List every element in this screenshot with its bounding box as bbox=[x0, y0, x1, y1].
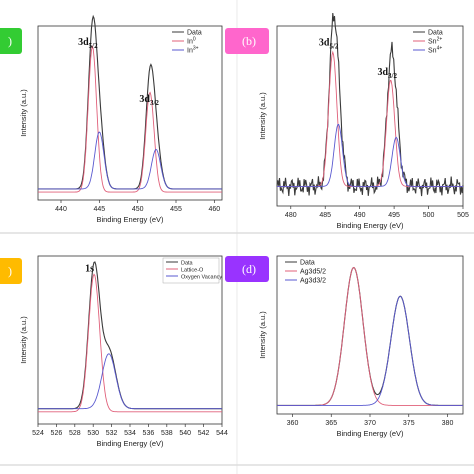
x-axis-label: Binding Energy (eV) bbox=[336, 221, 404, 230]
x-tick-label: 500 bbox=[423, 212, 435, 219]
x-tick-label: 526 bbox=[51, 430, 63, 437]
series-line-in3- bbox=[38, 131, 222, 190]
peak-label: 3d3/2 bbox=[377, 67, 397, 80]
x-tick-label: 530 bbox=[87, 430, 99, 437]
x-tick-label: 480 bbox=[285, 212, 297, 219]
x-tick-label: 370 bbox=[364, 420, 376, 427]
panel-badge-label: (b) bbox=[242, 34, 256, 48]
x-tick-label: 460 bbox=[208, 206, 220, 213]
legend-entry: Ag3d3/2 bbox=[300, 278, 326, 285]
x-tick-label: 534 bbox=[124, 430, 136, 437]
x-tick-label: 445 bbox=[93, 206, 105, 213]
x-axis-label: Binding Energy (eV) bbox=[96, 215, 164, 224]
x-tick-label: 524 bbox=[32, 430, 44, 437]
x-tick-label: 528 bbox=[69, 430, 81, 437]
plot-frame bbox=[276, 25, 464, 207]
panel-badge-label: ) bbox=[8, 34, 12, 48]
y-axis-label: Intensity (a.u.) bbox=[19, 89, 28, 137]
x-tick-label: 536 bbox=[143, 430, 155, 437]
panel-d: (d) 360 365 370 375 380 Binding Energy (eV) Int… bbox=[225, 255, 464, 438]
x-tick-label: 540 bbox=[179, 430, 191, 437]
panel-badge bbox=[0, 28, 22, 54]
peak-label: 3d3/2 bbox=[139, 94, 159, 107]
x-tick-label: 360 bbox=[287, 420, 299, 427]
x-tick-label: 485 bbox=[319, 212, 331, 219]
x-tick-label: 542 bbox=[198, 430, 210, 437]
panel-badge bbox=[225, 256, 269, 282]
x-tick-label: 365 bbox=[325, 420, 337, 427]
legend-entry: Data bbox=[300, 260, 315, 267]
legend-entry: In0 bbox=[187, 37, 196, 46]
legend-entry: Oxygen Vacancy bbox=[181, 275, 222, 281]
y-axis-label: Intensity (a.u.) bbox=[19, 316, 28, 364]
panel-c: ) 524 526 528 530 532 534 536 538 540 542 544 Bindin… bbox=[0, 255, 228, 448]
panel-a: ) 440 445 450 455 460 Binding Energy (eV) Inten… bbox=[0, 14, 223, 224]
legend-entry: Data bbox=[428, 30, 443, 37]
legend-entry: In3+ bbox=[187, 46, 199, 55]
legend-entry: Lattice-O bbox=[181, 268, 204, 274]
legend-entry: Sn4+ bbox=[428, 46, 442, 55]
x-tick-label: 440 bbox=[55, 206, 67, 213]
series-line-ag3d3-2 bbox=[277, 295, 463, 406]
x-axis-label: Binding Energy (eV) bbox=[336, 429, 404, 438]
legend-box bbox=[282, 258, 328, 289]
series-line-sn4- bbox=[277, 124, 463, 187]
peak-label: 3d5/2 bbox=[319, 38, 339, 51]
x-tick-label: 538 bbox=[161, 430, 173, 437]
legend-entry: Ag3d5/2 bbox=[300, 269, 326, 276]
x-tick-label: 544 bbox=[216, 430, 228, 437]
legend-box bbox=[410, 28, 456, 59]
x-tick-label: 505 bbox=[457, 212, 469, 219]
panel-b: (b) 480 485 490 495 500 505 Binding Energy (eV)… bbox=[225, 12, 469, 230]
peak-label: 3d5/2 bbox=[78, 37, 98, 50]
y-axis-label: Intensity (a.u.) bbox=[258, 311, 267, 359]
x-tick-label: 380 bbox=[442, 420, 454, 427]
panel-badge bbox=[0, 258, 22, 284]
x-tick-label: 490 bbox=[354, 212, 366, 219]
panel-badge-label: ) bbox=[8, 264, 12, 278]
legend-entry: Sn2+ bbox=[428, 37, 442, 46]
series-line-lattice-o bbox=[38, 273, 222, 413]
y-axis-label: Intensity (a.u.) bbox=[258, 92, 267, 140]
series-line-sn2- bbox=[277, 50, 463, 187]
legend-box bbox=[169, 28, 215, 59]
legend-entry: Data bbox=[181, 261, 194, 267]
x-tick-label: 495 bbox=[388, 212, 400, 219]
x-axis-label: Binding Energy (eV) bbox=[96, 439, 164, 448]
panel-badge-label: (d) bbox=[242, 262, 256, 276]
x-tick-label: 455 bbox=[170, 206, 182, 213]
peak-label: 1s bbox=[85, 263, 94, 274]
x-tick-label: 532 bbox=[106, 430, 118, 437]
x-tick-label: 450 bbox=[132, 206, 144, 213]
series-line-data bbox=[38, 261, 222, 410]
x-tick-label: 375 bbox=[403, 420, 415, 427]
plot-frame bbox=[37, 25, 223, 201]
series-line-oxygen-vacancy bbox=[38, 353, 222, 410]
panel-badge bbox=[225, 28, 269, 54]
legend-entry: Data bbox=[187, 30, 202, 37]
series-line-in0 bbox=[38, 45, 222, 193]
